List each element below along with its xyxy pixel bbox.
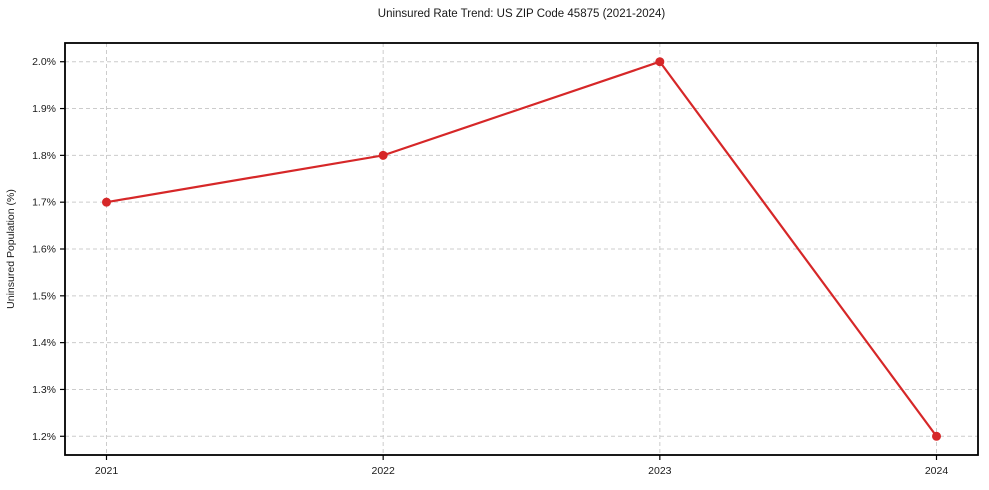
chart-title: Uninsured Rate Trend: US ZIP Code 45875 … — [377, 8, 666, 20]
trend-line — [105, 60, 938, 438]
y-tick-label: 1.6% — [32, 244, 56, 256]
y-axis-label: Uninsured Population (%) — [5, 189, 17, 309]
data-point-2023 — [655, 57, 665, 67]
x-tick-label: 2021 — [95, 465, 119, 477]
x-tick-label: 2024 — [925, 465, 949, 477]
y-tick-label: 1.9% — [32, 103, 56, 115]
y-tick-label: 1.8% — [32, 150, 56, 162]
x-tick-label: 2023 — [648, 465, 672, 477]
y-axis-label-box: Uninsured Population (%) — [0, 43, 22, 455]
x-tick-label: 2022 — [371, 465, 395, 477]
data-point-2021 — [102, 197, 111, 207]
y-tick-label: 1.3% — [32, 384, 56, 396]
y-tick-label: 1.7% — [32, 197, 56, 209]
y-tick-label: 1.2% — [32, 431, 56, 443]
y-tick-label: 2.0% — [32, 56, 56, 68]
data-point-2024 — [932, 431, 941, 441]
data-point-2022 — [378, 150, 388, 160]
y-tick-label: 1.4% — [32, 337, 56, 349]
y-tick-label: 1.5% — [32, 290, 56, 302]
